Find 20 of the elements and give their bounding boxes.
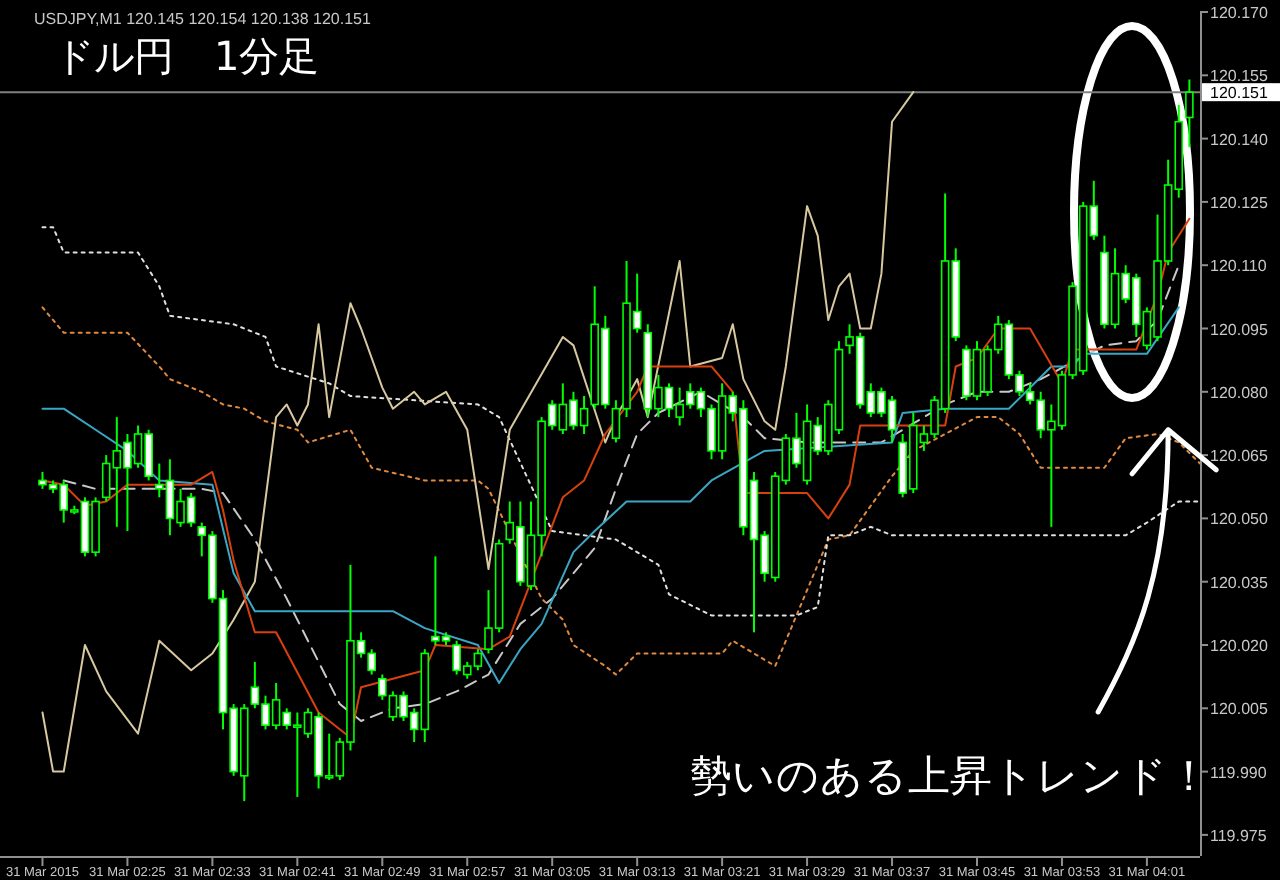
candlestick bbox=[1185, 78, 1194, 149]
y-tick-label: 119.990 bbox=[1210, 763, 1268, 782]
chart-subtitle: USDJPY,M1 120.145 120.154 120.138 120.151 bbox=[34, 10, 372, 28]
text: ドル円 1分足 bbox=[54, 32, 320, 80]
annotation: 勢いのある上昇トレンド！ bbox=[690, 752, 1210, 800]
y-tick-label: 120.125 bbox=[1210, 193, 1269, 212]
ref-line-label: 120.151 bbox=[1210, 84, 1269, 103]
line-series bbox=[41, 226, 1200, 617]
y-tick-label: 120.050 bbox=[1210, 510, 1269, 529]
y-tick-label: 120.095 bbox=[1210, 320, 1269, 339]
y-tick-label: 120.110 bbox=[1210, 257, 1268, 276]
y-tick-label: 120.170 bbox=[1210, 4, 1269, 22]
y-tick-label: 120.035 bbox=[1210, 573, 1269, 592]
y-tick-label: 119.975 bbox=[1210, 826, 1268, 845]
y-tick-label: 120.065 bbox=[1210, 447, 1269, 466]
y-tick-label: 120.155 bbox=[1210, 67, 1269, 86]
y-tick-label: 120.080 bbox=[1210, 383, 1269, 402]
y-tick-label: 120.020 bbox=[1210, 637, 1269, 655]
y-tick-label: 120.140 bbox=[1210, 130, 1269, 149]
y-tick-label: 120.005 bbox=[1210, 700, 1269, 719]
